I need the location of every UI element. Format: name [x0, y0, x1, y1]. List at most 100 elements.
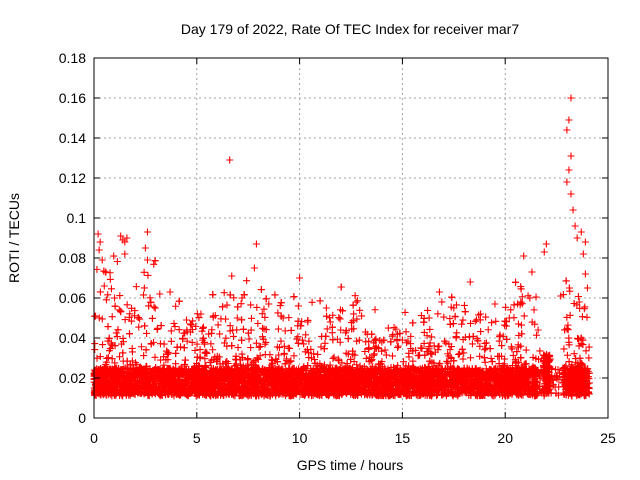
data-point	[121, 238, 129, 246]
data-point	[459, 316, 467, 324]
data-point	[274, 309, 282, 317]
data-point	[566, 311, 574, 319]
data-point	[354, 297, 362, 305]
data-point	[502, 322, 510, 330]
data-point	[104, 291, 112, 299]
data-point	[296, 274, 304, 282]
data-point	[382, 351, 390, 359]
data-point	[133, 361, 141, 369]
data-point	[308, 298, 316, 306]
data-point	[477, 310, 485, 318]
data-point	[323, 325, 331, 333]
data-point	[280, 342, 288, 350]
data-point	[121, 316, 129, 324]
data-point	[420, 339, 428, 347]
data-point	[456, 350, 464, 358]
data-point	[115, 306, 123, 314]
data-point	[401, 308, 409, 316]
data-point	[322, 304, 330, 312]
data-point	[283, 355, 291, 363]
data-point	[252, 339, 260, 347]
data-point	[300, 340, 308, 348]
data-point	[570, 350, 578, 358]
data-point	[91, 340, 99, 348]
data-point	[117, 232, 125, 240]
data-point	[509, 351, 517, 359]
data-point	[442, 339, 450, 347]
data-point	[520, 312, 528, 320]
data-point	[370, 351, 378, 359]
data-point	[153, 325, 161, 333]
data-point	[337, 326, 345, 334]
data-point	[207, 340, 215, 348]
data-point	[585, 354, 593, 362]
data-point	[361, 348, 369, 355]
data-point	[522, 346, 530, 354]
data-point	[533, 331, 541, 339]
data-point	[459, 336, 467, 344]
data-point	[193, 310, 201, 318]
data-point	[156, 340, 164, 348]
data-point	[183, 337, 191, 345]
data-point	[399, 358, 407, 366]
data-point	[167, 327, 175, 335]
data-point	[388, 352, 396, 360]
data-point	[196, 346, 204, 354]
data-point	[245, 335, 253, 343]
data-point	[579, 250, 587, 258]
data-point	[567, 94, 575, 102]
data-point	[571, 222, 579, 230]
data-point	[560, 345, 568, 353]
data-point	[211, 312, 219, 320]
data-point	[95, 314, 103, 322]
data-point	[468, 340, 476, 348]
data-point	[326, 318, 334, 326]
data-point	[365, 337, 373, 345]
data-point	[250, 264, 258, 272]
data-point	[409, 357, 417, 365]
data-point	[430, 342, 438, 350]
data-point	[290, 352, 298, 360]
data-point	[208, 326, 216, 334]
data-point	[394, 342, 402, 350]
data-point	[113, 333, 121, 341]
data-point	[128, 348, 136, 356]
data-point	[96, 353, 104, 361]
data-point	[487, 354, 495, 362]
data-point	[220, 289, 228, 297]
data-point	[314, 350, 322, 358]
data-point	[347, 319, 355, 327]
data-point	[140, 268, 148, 276]
data-point	[247, 314, 255, 322]
data-point	[100, 282, 108, 290]
data-point	[275, 344, 283, 352]
data-point	[484, 326, 492, 334]
data-point	[287, 357, 295, 365]
data-point	[140, 352, 148, 360]
data-point	[459, 355, 467, 363]
data-point	[252, 240, 260, 248]
data-point	[488, 319, 496, 327]
data-point	[123, 301, 131, 309]
data-point	[440, 313, 448, 321]
data-point	[220, 339, 228, 347]
data-point	[203, 391, 211, 399]
data-point	[233, 314, 241, 322]
data-point	[281, 327, 289, 335]
data-point	[481, 358, 489, 366]
data-point	[453, 329, 461, 337]
data-point	[106, 275, 114, 283]
data-point	[381, 346, 389, 354]
data-point	[226, 322, 234, 330]
data-point	[274, 325, 282, 333]
data-point	[467, 354, 475, 362]
data-point	[565, 166, 573, 174]
data-point	[460, 301, 468, 309]
data-point	[529, 363, 537, 371]
data-point	[192, 322, 200, 330]
data-point	[140, 284, 148, 292]
data-point	[310, 350, 318, 358]
data-point	[530, 306, 538, 314]
data-point	[536, 347, 544, 355]
data-point	[302, 331, 310, 339]
